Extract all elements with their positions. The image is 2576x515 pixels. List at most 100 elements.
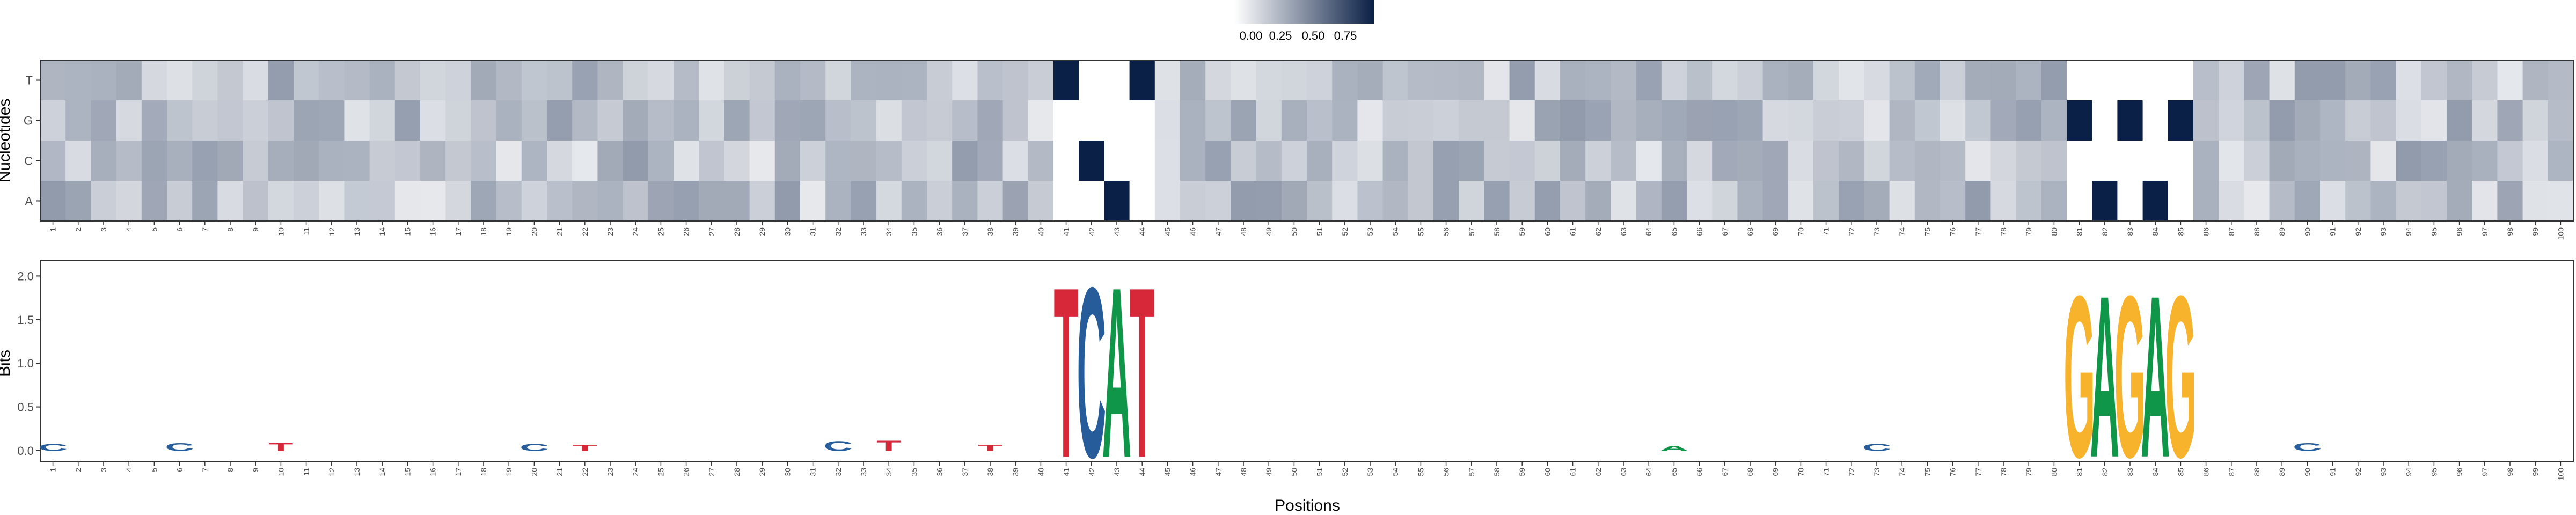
heatmap-cell xyxy=(1104,181,1130,222)
x-tick-label: 33 xyxy=(859,468,868,476)
x-tick-label: 43 xyxy=(1113,468,1121,476)
x-tick-label: 23 xyxy=(606,227,614,236)
heatmap-cell xyxy=(167,181,193,222)
heatmap-cell xyxy=(1762,141,1789,181)
x-tick-label: 81 xyxy=(2075,227,2084,236)
x-tick-label: 90 xyxy=(2303,227,2311,236)
heatmap-cell xyxy=(192,141,218,181)
heatmap-cell xyxy=(1687,181,1713,222)
heatmap-cell xyxy=(1129,181,1155,222)
heatmap-cell xyxy=(1762,181,1789,222)
heatmap-cell xyxy=(1459,100,1484,141)
heatmap-cell xyxy=(40,141,66,181)
heatmap-cell xyxy=(927,141,953,181)
heatmap-cell xyxy=(1585,60,1611,101)
x-tick-label: 13 xyxy=(353,227,361,236)
y-tick-label: C xyxy=(24,154,33,168)
x-tick-label: 6 xyxy=(175,227,184,232)
x-tick-label: 64 xyxy=(1644,227,1653,236)
heatmap-cell xyxy=(623,100,649,141)
x-tick-label: 88 xyxy=(2252,227,2261,236)
heatmap-cell xyxy=(2269,141,2295,181)
x-tick-label: 25 xyxy=(656,227,665,236)
heatmap-cell xyxy=(1154,141,1181,181)
heatmap-cell xyxy=(1940,60,1966,101)
heatmap-cell xyxy=(1028,181,1054,222)
heatmap-cell xyxy=(1357,100,1384,141)
heatmap-cell xyxy=(1534,181,1561,222)
heatmap-cell xyxy=(1839,181,1864,222)
x-tick-label: 100 xyxy=(2556,468,2565,481)
heatmap-cell xyxy=(1712,181,1738,222)
heatmap-cell xyxy=(547,100,573,141)
x-tick-label: 31 xyxy=(809,227,817,236)
heatmap-cell xyxy=(2370,100,2397,141)
x-tick-label: 91 xyxy=(2329,227,2337,236)
heatmap-cell xyxy=(547,141,573,181)
x-tick-label: 18 xyxy=(479,227,488,236)
heatmap-cell xyxy=(1889,141,1915,181)
x-tick-label: 35 xyxy=(910,468,918,476)
heatmap-cell xyxy=(65,60,91,101)
heatmap-cell xyxy=(1611,181,1637,222)
heatmap-cell xyxy=(901,100,927,141)
x-tick-label: 21 xyxy=(555,227,564,236)
heatmap-cell xyxy=(1256,60,1282,101)
x-tick-label: 41 xyxy=(1062,468,1071,476)
x-tick-label: 78 xyxy=(1999,227,2008,236)
x-tick-label: 22 xyxy=(581,468,589,476)
heatmap-cell xyxy=(800,181,826,222)
x-tick-label: 2 xyxy=(74,468,83,472)
heatmap-cell xyxy=(724,100,750,141)
heatmap-cell xyxy=(724,141,750,181)
logo-x-axis-title: Positions xyxy=(1275,497,1340,514)
x-tick-label: 24 xyxy=(631,227,640,236)
heatmap-cell xyxy=(2117,60,2143,101)
heatmap-cell xyxy=(825,100,851,141)
x-tick-label: 57 xyxy=(1467,227,1476,236)
heatmap-cell xyxy=(2244,181,2270,222)
heatmap-cell xyxy=(2269,100,2295,141)
heatmap-cell xyxy=(1205,181,1231,222)
heatmap-cell xyxy=(243,181,269,222)
x-tick-label: 49 xyxy=(1264,227,1273,236)
x-tick-label: 39 xyxy=(1011,468,1020,476)
heatmap-cell xyxy=(572,181,598,222)
heatmap-cell xyxy=(674,100,699,141)
heatmap-cell xyxy=(825,141,851,181)
heatmap-cell xyxy=(294,141,319,181)
x-tick-label: 29 xyxy=(758,468,766,476)
heatmap-cell xyxy=(1737,60,1763,101)
x-tick-label: 47 xyxy=(1214,227,1223,236)
logo-letter-T: T xyxy=(1054,237,1079,508)
x-tick-label: 77 xyxy=(1974,227,1982,236)
heatmap-cell xyxy=(1788,100,1814,141)
heatmap-cell xyxy=(2067,141,2092,181)
heatmap-cell xyxy=(1382,141,1409,181)
heatmap-cell xyxy=(1307,60,1333,101)
heatmap-cell xyxy=(1357,181,1384,222)
x-tick-label: 60 xyxy=(1543,468,1552,476)
x-tick-label: 65 xyxy=(1670,468,1678,476)
x-tick-label: 30 xyxy=(783,468,792,476)
heatmap-cell xyxy=(1002,181,1029,222)
x-tick-label: 14 xyxy=(378,227,386,236)
heatmap-cell xyxy=(471,60,497,101)
heatmap-cell xyxy=(1914,181,1941,222)
heatmap-cell xyxy=(623,181,649,222)
heatmap-cell xyxy=(1180,141,1206,181)
heatmap-cell xyxy=(699,141,724,181)
heatmap-cell xyxy=(1281,60,1307,101)
heatmap-cell xyxy=(2497,181,2523,222)
x-tick-label: 52 xyxy=(1341,468,1349,476)
x-tick-label: 80 xyxy=(2050,468,2058,476)
heatmap-cell xyxy=(1737,181,1763,222)
heatmap-cell xyxy=(1611,60,1637,101)
heatmap-cell xyxy=(1281,141,1307,181)
heatmap-cell xyxy=(1256,181,1282,222)
heatmap-cell xyxy=(1889,100,1915,141)
y-tick-label: 0.0 xyxy=(17,444,34,458)
heatmap-cell xyxy=(876,60,902,101)
heatmap-cell xyxy=(1332,100,1358,141)
